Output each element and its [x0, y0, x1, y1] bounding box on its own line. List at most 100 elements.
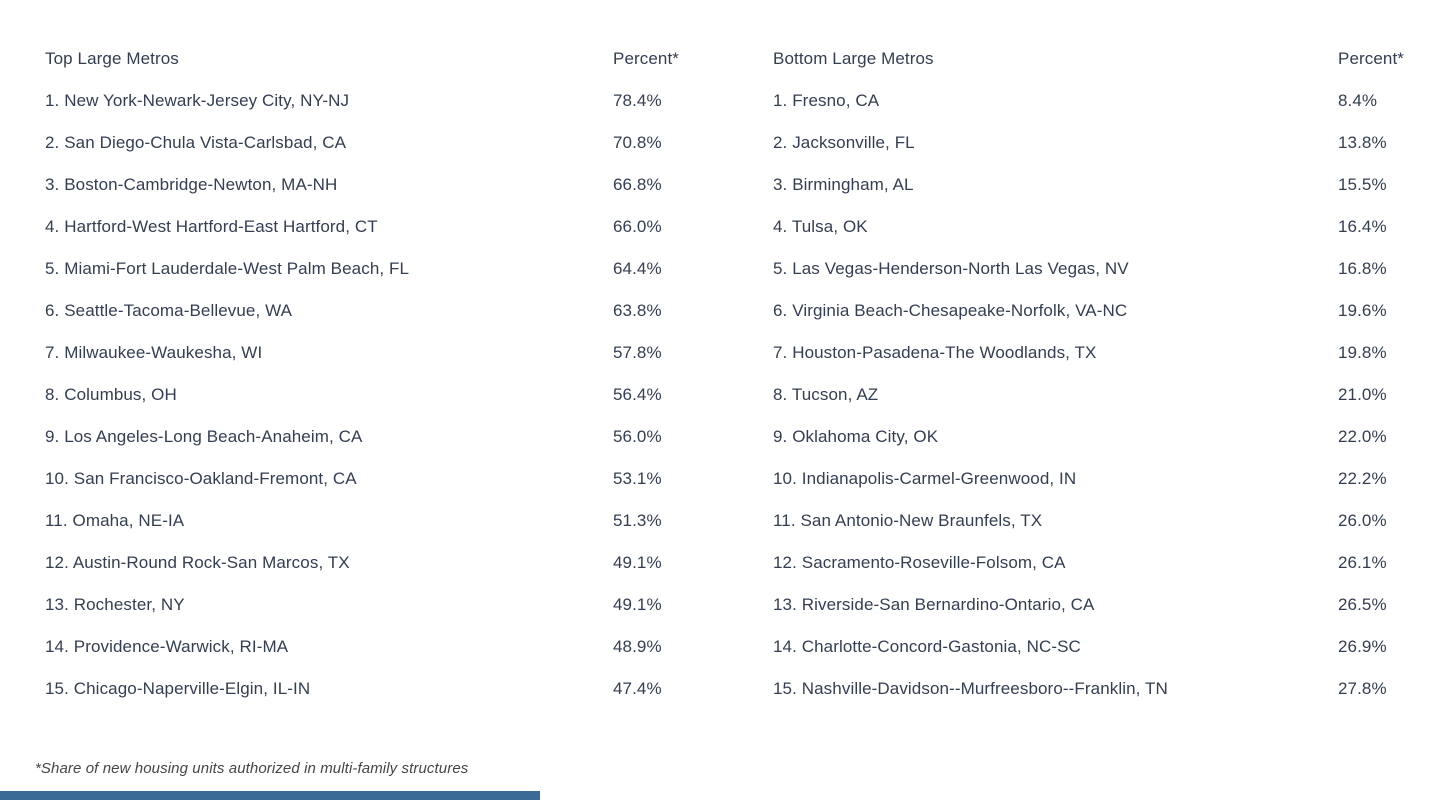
metro-name: 11. Omaha, NE-IA — [45, 511, 185, 530]
table-row: 15. Chicago-Naperville-Elgin, IL-IN 47.4% — [45, 668, 705, 710]
percent-value: 19.8% — [1338, 343, 1387, 362]
table-row: 9. Los Angeles-Long Beach-Anaheim, CA 56.… — [45, 416, 705, 458]
bottom-large-metros-table: Bottom Large Metros Percent* 1. Fresno, … — [773, 38, 1433, 710]
column-header-percent: Percent* — [613, 49, 680, 68]
metro-name: 5. Miami-Fort Lauderdale-West Palm Beach… — [45, 259, 410, 278]
metro-name: 15. Chicago-Naperville-Elgin, IL-IN — [45, 679, 311, 698]
percent-value: 63.8% — [613, 301, 662, 320]
table-row: 8. Tucson, AZ 21.0% — [773, 374, 1433, 416]
table-header-row: Bottom Large Metros Percent* — [773, 38, 1433, 80]
percent-value: 15.5% — [1338, 175, 1387, 194]
metro-name: 5. Las Vegas-Henderson-North Las Vegas, … — [773, 259, 1129, 278]
metro-name: 3. Boston-Cambridge-Newton, MA-NH — [45, 175, 338, 194]
metro-name: 8. Columbus, OH — [45, 385, 177, 404]
metro-name: 2. San Diego-Chula Vista-Carlsbad, CA — [45, 133, 347, 152]
metro-name: 7. Houston-Pasadena-The Woodlands, TX — [773, 343, 1097, 362]
metro-name: 9. Oklahoma City, OK — [773, 427, 939, 446]
metro-name: 3. Birmingham, AL — [773, 175, 914, 194]
percent-value: 26.5% — [1338, 595, 1387, 614]
percent-value: 56.4% — [613, 385, 662, 404]
top-large-metros-table: Top Large Metros Percent* 1. New York-Ne… — [45, 38, 705, 710]
table-row: 12. Austin-Round Rock-San Marcos, TX 49.1… — [45, 542, 705, 584]
table-row: 4. Tulsa, OK 16.4% — [773, 206, 1433, 248]
metro-name: 12. Sacramento-Roseville-Folsom, CA — [773, 553, 1066, 572]
percent-value: 19.6% — [1338, 301, 1387, 320]
table-row: 7. Milwaukee-Waukesha, WI 57.8% — [45, 332, 705, 374]
metro-name: 10. Indianapolis-Carmel-Greenwood, IN — [773, 469, 1077, 488]
table-row: 12. Sacramento-Roseville-Folsom, CA 26.1% — [773, 542, 1433, 584]
table-row: 14. Charlotte-Concord-Gastonia, NC-SC 26.… — [773, 626, 1433, 668]
metro-name: 9. Los Angeles-Long Beach-Anaheim, CA — [45, 427, 363, 446]
percent-value: 26.0% — [1338, 511, 1387, 530]
table-body: 1. Fresno, CA 8.4% 2. Jacksonville, FL 13.8… — [773, 80, 1433, 710]
table-row: 11. Omaha, NE-IA 51.3% — [45, 500, 705, 542]
metro-name: 13. Rochester, NY — [45, 595, 185, 614]
metro-name: 13. Riverside-San Bernardino-Ontario, CA — [773, 595, 1095, 614]
table-row: 2. Jacksonville, FL 13.8% — [773, 122, 1433, 164]
metro-name: 2. Jacksonville, FL — [773, 133, 915, 152]
metro-name: 1. Fresno, CA — [773, 91, 880, 110]
percent-value: 49.1% — [613, 595, 662, 614]
metro-name: 4. Tulsa, OK — [773, 217, 868, 236]
table-row: 2. San Diego-Chula Vista-Carlsbad, CA 70.… — [45, 122, 705, 164]
metro-name: 14. Providence-Warwick, RI-MA — [45, 637, 289, 656]
column-header-top-large-metros: Top Large Metros — [45, 49, 179, 68]
percent-value: 51.3% — [613, 511, 662, 530]
table-row: 3. Birmingham, AL 15.5% — [773, 164, 1433, 206]
percent-value: 26.9% — [1338, 637, 1387, 656]
metro-name: 7. Milwaukee-Waukesha, WI — [45, 343, 263, 362]
metro-name: 10. San Francisco-Oakland-Fremont, CA — [45, 469, 357, 488]
table-row: 5. Miami-Fort Lauderdale-West Palm Beach… — [45, 248, 705, 290]
percent-value: 66.0% — [613, 217, 662, 236]
percent-value: 22.2% — [1338, 469, 1387, 488]
table-row: 3. Boston-Cambridge-Newton, MA-NH 66.8% — [45, 164, 705, 206]
horizontal-scrollbar-thumb[interactable] — [0, 791, 540, 800]
metro-name: 4. Hartford-West Hartford-East Hartford,… — [45, 217, 378, 236]
percent-value: 16.4% — [1338, 217, 1387, 236]
table-row: 1. Fresno, CA 8.4% — [773, 80, 1433, 122]
percent-value: 16.8% — [1338, 259, 1387, 278]
table-row: 13. Rochester, NY 49.1% — [45, 584, 705, 626]
table-row: 6. Seattle-Tacoma-Bellevue, WA 63.8% — [45, 290, 705, 332]
table-body: 1. New York-Newark-Jersey City, NY-NJ 78.… — [45, 80, 705, 710]
metro-name: 6. Virginia Beach-Chesapeake-Norfolk, VA… — [773, 301, 1128, 320]
table-row: 14. Providence-Warwick, RI-MA 48.9% — [45, 626, 705, 668]
column-header-bottom-large-metros: Bottom Large Metros — [773, 49, 934, 68]
percent-value: 78.4% — [613, 91, 662, 110]
percent-value: 64.4% — [613, 259, 662, 278]
table-row: 15. Nashville-Davidson--Murfreesboro--Fr… — [773, 668, 1433, 710]
metro-name: 14. Charlotte-Concord-Gastonia, NC-SC — [773, 637, 1081, 656]
table-row: 10. San Francisco-Oakland-Fremont, CA 53.… — [45, 458, 705, 500]
percent-value: 21.0% — [1338, 385, 1387, 404]
percent-value: 26.1% — [1338, 553, 1387, 572]
percent-value: 27.8% — [1338, 679, 1387, 698]
percent-value: 66.8% — [613, 175, 662, 194]
metro-name: 11. San Antonio-New Braunfels, TX — [773, 511, 1043, 530]
column-header-percent: Percent* — [1338, 49, 1405, 68]
table-row: 8. Columbus, OH 56.4% — [45, 374, 705, 416]
percent-value: 57.8% — [613, 343, 662, 362]
table-row: 5. Las Vegas-Henderson-North Las Vegas, … — [773, 248, 1433, 290]
percent-value: 53.1% — [613, 469, 662, 488]
table-row: 9. Oklahoma City, OK 22.0% — [773, 416, 1433, 458]
percent-value: 48.9% — [613, 637, 662, 656]
table-row: 4. Hartford-West Hartford-East Hartford,… — [45, 206, 705, 248]
percent-value: 49.1% — [613, 553, 662, 572]
table-row: 6. Virginia Beach-Chesapeake-Norfolk, VA… — [773, 290, 1433, 332]
metro-name: 12. Austin-Round Rock-San Marcos, TX — [45, 553, 350, 572]
table-header-row: Top Large Metros Percent* — [45, 38, 705, 80]
metro-name: 6. Seattle-Tacoma-Bellevue, WA — [45, 301, 293, 320]
metro-name: 1. New York-Newark-Jersey City, NY-NJ — [45, 91, 350, 110]
percent-value: 47.4% — [613, 679, 662, 698]
metro-name: 8. Tucson, AZ — [773, 385, 879, 404]
percent-value: 8.4% — [1338, 91, 1378, 110]
percent-value: 70.8% — [613, 133, 662, 152]
table-row: 1. New York-Newark-Jersey City, NY-NJ 78.… — [45, 80, 705, 122]
table-row: 13. Riverside-San Bernardino-Ontario, CA… — [773, 584, 1433, 626]
table-row: 10. Indianapolis-Carmel-Greenwood, IN 22.… — [773, 458, 1433, 500]
table-row: 11. San Antonio-New Braunfels, TX 26.0% — [773, 500, 1433, 542]
percent-value: 22.0% — [1338, 427, 1387, 446]
percent-value: 13.8% — [1338, 133, 1387, 152]
metro-name: 15. Nashville-Davidson--Murfreesboro--Fr… — [773, 679, 1168, 698]
